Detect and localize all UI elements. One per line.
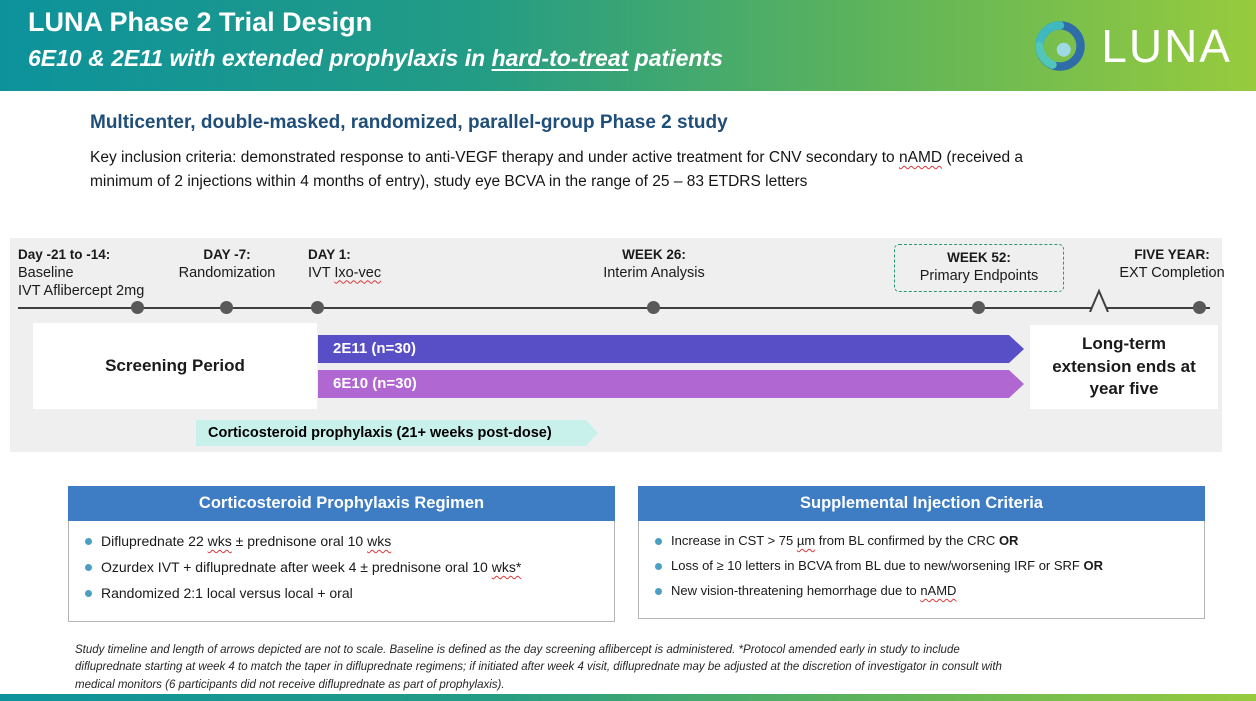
inclusion-criteria: Key inclusion criteria: demonstrated res…: [90, 149, 1024, 191]
arm-arrow-2e11: 2E11 (n=30): [318, 335, 1024, 363]
regimen-item: Difluprednate 22 wks ± prednisone oral 1…: [85, 533, 606, 549]
header-banner: LUNA Phase 2 Trial Design 6E10 & 2E11 wi…: [0, 0, 1256, 91]
timeline-dot-week26: [647, 301, 660, 314]
regimen-box-header: Corticosteroid Prophylaxis Regimen: [68, 486, 615, 521]
footnote: Study timeline and length of arrows depi…: [75, 644, 1002, 691]
milestone-five-year: FIVE YEAR: EXT Completion: [1119, 247, 1225, 281]
bottom-bar: [0, 694, 1256, 701]
prophylaxis-band: Corticosteroid prophylaxis (21+ weeks po…: [196, 420, 598, 446]
slide-title: LUNA Phase 2 Trial Design: [28, 7, 373, 37]
bullet-icon: [85, 590, 92, 597]
luna-logo-icon: [1035, 20, 1086, 71]
milestone-randomization: DAY -7: Randomization: [178, 247, 276, 281]
study-title: Multicenter, double-masked, randomized, …: [90, 112, 728, 133]
supplemental-item: New vision-threatening hemorrhage due to…: [655, 583, 1196, 598]
timeline-dot-week52: [972, 301, 985, 314]
milestone-week26: WEEK 26: Interim Analysis: [603, 247, 705, 281]
supplemental-box-header: Supplemental Injection Criteria: [638, 486, 1205, 521]
bullet-icon: [655, 563, 662, 570]
timeline-dot-five-year: [1193, 301, 1206, 314]
brand-name: LUNA: [1101, 19, 1232, 72]
milestone-week52: WEEK 52: Primary Endpoints: [894, 244, 1064, 293]
arm-arrow-6e10: 6E10 (n=30): [318, 370, 1024, 398]
brand: LUNA: [1032, 0, 1232, 91]
timeline-dot-baseline: [131, 301, 144, 314]
regimen-box-body: Difluprednate 22 wks ± prednisone oral 1…: [68, 521, 615, 622]
regimen-box: Corticosteroid Prophylaxis Regimen Diflu…: [68, 486, 615, 622]
supplemental-box: Supplemental Injection Criteria Increase…: [638, 486, 1205, 619]
supplemental-item: Increase in CST > 75 µm from BL confirme…: [655, 533, 1196, 548]
timeline-axis: [18, 307, 1210, 309]
longterm-extension-note: Long-term extension ends at year five: [1030, 325, 1218, 409]
timeline-dot-randomization: [220, 301, 233, 314]
regimen-item: Randomized 2:1 local versus local + oral: [85, 585, 606, 601]
regimen-item: Ozurdex IVT + difluprednate after week 4…: [85, 559, 606, 575]
bullet-icon: [655, 588, 662, 595]
milestone-baseline: Day -21 to -14: Baseline IVT Aflibercept…: [18, 247, 145, 300]
supplemental-box-body: Increase in CST > 75 µm from BL confirme…: [638, 521, 1205, 619]
bullet-icon: [655, 538, 662, 545]
axis-break-icon: [1089, 288, 1109, 312]
milestone-day1: DAY 1: IVT Ixo-vec: [308, 247, 382, 281]
bullet-icon: [85, 564, 92, 571]
supplemental-item: Loss of ≥ 10 letters in BCVA from BL due…: [655, 558, 1196, 573]
timeline-dot-day1: [311, 301, 324, 314]
timeline-panel: Day -21 to -14: Baseline IVT Aflibercept…: [10, 238, 1225, 452]
bullet-icon: [85, 538, 92, 545]
slide-subtitle: 6E10 & 2E11 with extended prophylaxis in…: [28, 45, 723, 71]
screening-period-box: Screening Period: [33, 323, 317, 409]
